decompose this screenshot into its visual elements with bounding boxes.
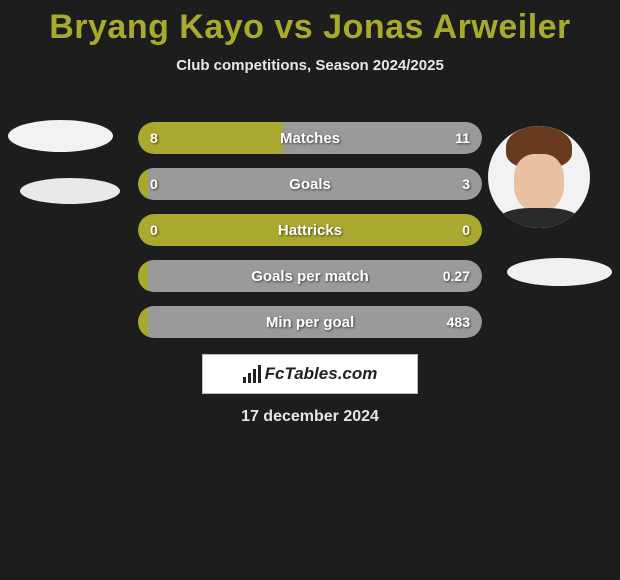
logo-box: FcTables.com xyxy=(202,354,418,394)
player1-shadow xyxy=(20,178,120,204)
stat-label: Matches xyxy=(138,122,482,154)
subtitle: Club competitions, Season 2024/2025 xyxy=(0,57,620,74)
stat-row: Hattricks0 0 xyxy=(138,214,482,246)
player1-avatar xyxy=(8,120,113,152)
page-title: Bryang Kayo vs Jonas Arweiler xyxy=(0,0,620,47)
player2-shadow xyxy=(507,258,612,286)
stat-value-right: 3 xyxy=(462,168,470,200)
stat-label: Hattricks xyxy=(138,214,482,246)
logo-text: FcTables.com xyxy=(265,364,378,384)
stat-label: Min per goal xyxy=(138,306,482,338)
stat-row: Matches8 11 xyxy=(138,122,482,154)
stat-value-right: 0.27 xyxy=(443,260,470,292)
stat-bars: Matches811Goals03Hattricks00Goals per ma… xyxy=(138,122,482,352)
barchart-icon xyxy=(243,365,261,383)
stat-value-right: 11 xyxy=(455,122,470,154)
stat-label: Goals per match xyxy=(138,260,482,292)
date-text: 17 december 2024 xyxy=(0,408,620,426)
stat-row: Goals0 3 xyxy=(138,168,482,200)
stat-row: Goals per match0.27 xyxy=(138,260,482,292)
stat-value-right: 0 xyxy=(462,214,470,246)
stat-value-right: 483 xyxy=(447,306,470,338)
stat-row: Min per goal483 xyxy=(138,306,482,338)
stat-value-left: 8 xyxy=(150,122,158,154)
stat-value-left: 0 xyxy=(150,168,158,200)
stat-value-left: 0 xyxy=(150,214,158,246)
player2-avatar xyxy=(488,126,590,228)
stat-label: Goals xyxy=(138,168,482,200)
